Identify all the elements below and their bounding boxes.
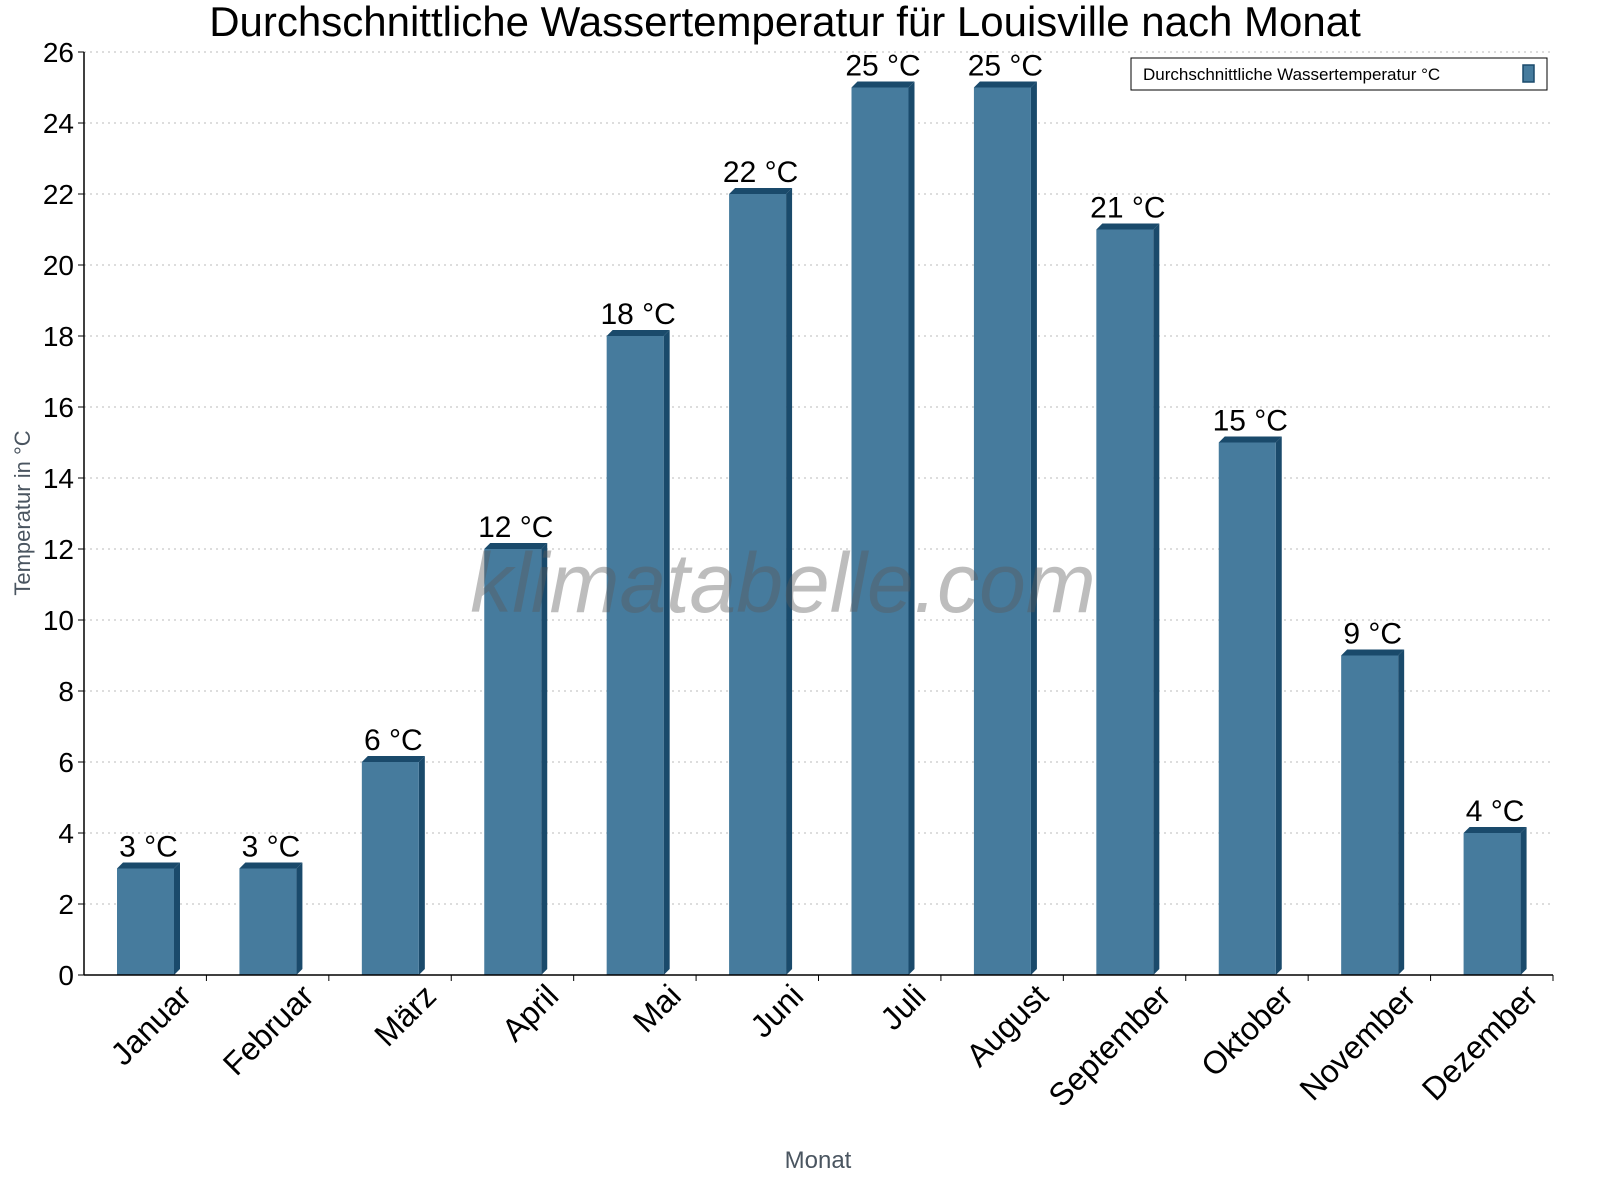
bar-top [729, 188, 793, 194]
y-tick-label: 22 [43, 179, 74, 210]
bar-side [418, 756, 425, 975]
data-label: 25 °C [968, 50, 1043, 83]
bar [1341, 655, 1399, 975]
data-label: 22 °C [723, 156, 798, 189]
y-axis-label: Temperatur in °C [10, 430, 35, 595]
data-label: 25 °C [845, 50, 920, 83]
bars: 3 °C 3 °C 6 °C 12 °C 18 °C 22 °C 25 °C 25 °C 21 … [117, 50, 1527, 975]
legend-label: Durchschnittliche Wassertemperatur °C [1143, 65, 1440, 84]
y-tick-label: 6 [58, 747, 74, 778]
data-label: 21 °C [1090, 192, 1165, 225]
y-tick-label: 16 [43, 392, 74, 423]
bar-side [1520, 827, 1527, 975]
data-label: 6 °C [364, 724, 423, 757]
data-label: 15 °C [1213, 405, 1288, 438]
x-tick-label: Juli [873, 977, 932, 1036]
data-label: 9 °C [1343, 618, 1402, 651]
bar-side [786, 188, 793, 975]
bar-side [296, 862, 303, 975]
y-tick-label: 24 [43, 108, 74, 139]
data-label: 12 °C [478, 511, 553, 544]
bar-top [1096, 223, 1160, 230]
y-tick-label: 18 [43, 321, 74, 352]
data-label: 18 °C [600, 298, 675, 331]
gridlines [84, 51, 1553, 905]
bar-top [606, 330, 670, 336]
watermark: klimatabelle.com [470, 536, 1096, 630]
bar-side [908, 81, 915, 975]
x-tick-label: November [1292, 977, 1422, 1107]
y-tick-label: 12 [43, 534, 74, 565]
x-tick-label: Februar [216, 977, 321, 1082]
bar-side [1275, 436, 1282, 975]
bar [851, 87, 909, 975]
x-tick-label: September [1041, 977, 1177, 1113]
bar-side [541, 543, 548, 975]
y-tick-label: 2 [58, 889, 74, 920]
bar-side [663, 330, 670, 975]
legend-swatch [1522, 64, 1535, 83]
bar-top [484, 543, 548, 549]
y-tick-label: 0 [58, 960, 74, 991]
bar [606, 336, 664, 975]
bar-side [174, 862, 180, 975]
bar-top [1341, 649, 1405, 656]
legend: Durchschnittliche Wassertemperatur °C [1130, 57, 1548, 91]
bar-top [851, 81, 915, 88]
bar [1463, 833, 1521, 975]
data-label: 3 °C [242, 831, 301, 864]
bar-top [361, 756, 425, 762]
x-tick-label: Oktober [1194, 977, 1300, 1083]
bar [117, 868, 174, 975]
y-tick-label: 8 [58, 676, 74, 707]
bar [729, 194, 787, 975]
bar [1096, 229, 1154, 975]
x-tick-label: Januar [104, 977, 199, 1072]
chart-title: Durchschnittliche Wassertemperatur für L… [209, 0, 1361, 45]
bar-side [1153, 223, 1160, 975]
y-tick-label: 4 [58, 818, 74, 849]
bar [361, 762, 419, 975]
y-tick-label: 14 [43, 463, 74, 494]
x-tick-label: Dezember [1415, 977, 1545, 1107]
data-label: 4 °C [1466, 795, 1525, 828]
y-tick-label: 26 [43, 37, 74, 68]
legend-box [1130, 57, 1548, 91]
bar-side [1030, 81, 1037, 975]
bar [973, 87, 1031, 975]
bar [239, 868, 297, 975]
y-tick-label: 10 [43, 605, 74, 636]
x-tick-label: April [495, 977, 566, 1048]
x-axis-label: Monat [785, 1147, 852, 1174]
y-tick-label: 20 [43, 250, 74, 281]
bar-top [239, 862, 303, 869]
x-tick-label: März [367, 977, 443, 1053]
bar [1218, 442, 1276, 975]
x-tick-label: August [959, 977, 1055, 1073]
bar-side [1398, 649, 1405, 975]
bar-top [1463, 827, 1527, 833]
x-tick-label: Juni [743, 977, 810, 1044]
bar-top [973, 81, 1037, 88]
x-tick-label: Mai [626, 977, 688, 1039]
data-label: 3 °C [119, 831, 178, 864]
bar [484, 549, 542, 975]
bar-top [117, 862, 180, 869]
bar-top [1218, 436, 1282, 443]
